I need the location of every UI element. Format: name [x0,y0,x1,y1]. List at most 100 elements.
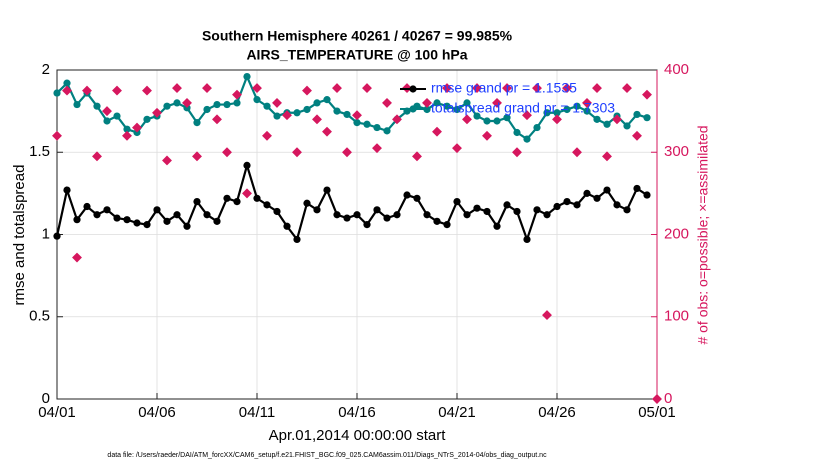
chart-subtitle: AIRS_TEMPERATURE @ 100 hPa [246,47,467,63]
series-marker [143,221,151,229]
series-marker [303,105,311,114]
y2-tick-label: 100 [664,308,689,325]
legend-marker [409,105,417,113]
series-marker [263,201,271,209]
series-marker [513,128,521,137]
obs-marker [652,394,662,404]
series-marker [413,194,421,202]
series-marker [423,105,431,114]
series-marker [273,207,281,216]
series-marker [403,191,411,199]
series-marker [153,206,161,214]
series-marker [103,117,111,125]
series-marker [253,96,261,104]
series-marker [53,232,61,240]
series-marker [343,110,351,119]
series-marker [223,100,231,109]
series-marker [543,109,551,117]
series-marker [313,99,321,107]
series-marker [493,117,501,125]
series-marker [463,211,471,219]
series-marker [223,194,231,202]
series-marker [93,102,101,110]
series-marker [203,105,211,114]
obs-marker [432,126,442,137]
x-tick-label: 04/11 [239,404,275,421]
obs-marker [622,83,632,94]
obs-marker [612,114,622,125]
series-marker [313,206,321,214]
series-marker [233,99,241,107]
obs-marker [212,114,222,125]
obs-marker [142,85,152,96]
x-tick-label: 04/01 [38,404,76,421]
obs-marker [542,310,552,321]
obs-marker [552,114,562,125]
obs-marker [262,130,272,141]
series-marker [523,135,531,143]
obs-marker [412,151,422,162]
series-marker [473,204,481,212]
series-marker [573,201,581,209]
series-marker [173,211,181,219]
series-marker [293,235,301,244]
series-marker [633,110,641,119]
obs-marker [52,130,62,141]
series-marker [593,194,601,202]
y-tick-label: 1 [42,225,50,242]
series-marker [583,107,591,115]
obs-marker [102,106,112,117]
legend-label: totalspread grand pr = 1.7303 [431,100,615,116]
obs-marker [182,97,192,108]
obs-marker [482,130,492,141]
series-marker [303,199,311,207]
obs-marker [642,89,652,100]
obs-marker [152,107,162,118]
obs-marker [582,97,592,108]
series-marker [123,125,131,133]
series-marker [193,198,201,206]
y-tick-label: 2 [42,61,50,78]
series-marker [463,99,471,107]
series-marker [533,123,541,132]
series-marker [373,123,381,132]
series-marker [163,217,171,225]
series-marker [373,206,381,214]
legend-label: rmse grand pr = 1.1535 [431,80,577,96]
series-marker [213,100,221,109]
series-marker [63,79,71,87]
series-marker [533,206,541,214]
x-tick-label: 04/26 [538,404,576,421]
obs-marker [592,83,602,94]
series-marker [253,194,261,202]
y-tick-label: 0 [42,390,50,407]
obs-marker [172,83,182,94]
series-marker [483,207,491,216]
obs-marker [602,151,612,162]
series-marker [243,72,251,81]
series-marker [53,89,61,97]
series-marker [643,114,651,122]
series-marker [493,222,501,230]
series-marker [73,216,81,224]
series-marker [503,114,511,122]
series-marker [603,120,611,128]
series-marker [583,189,591,197]
x-tick-label: 04/21 [438,404,476,421]
obs-marker [122,130,132,141]
series-marker [383,214,391,222]
y-tick-label: 1.5 [29,143,50,160]
series-marker [443,221,451,229]
x-axis-label: Apr.01,2014 00:00:00 start [269,427,447,444]
series-marker [643,191,651,199]
series-marker [353,119,361,127]
series-marker [453,198,461,206]
obs-marker [532,83,542,94]
obs-marker [92,151,102,162]
series-marker [113,112,121,120]
series-marker [573,102,581,110]
series-marker [63,186,71,194]
series-marker [163,102,171,110]
series-marker [483,117,491,125]
y-tick-label: 0.5 [29,308,50,325]
